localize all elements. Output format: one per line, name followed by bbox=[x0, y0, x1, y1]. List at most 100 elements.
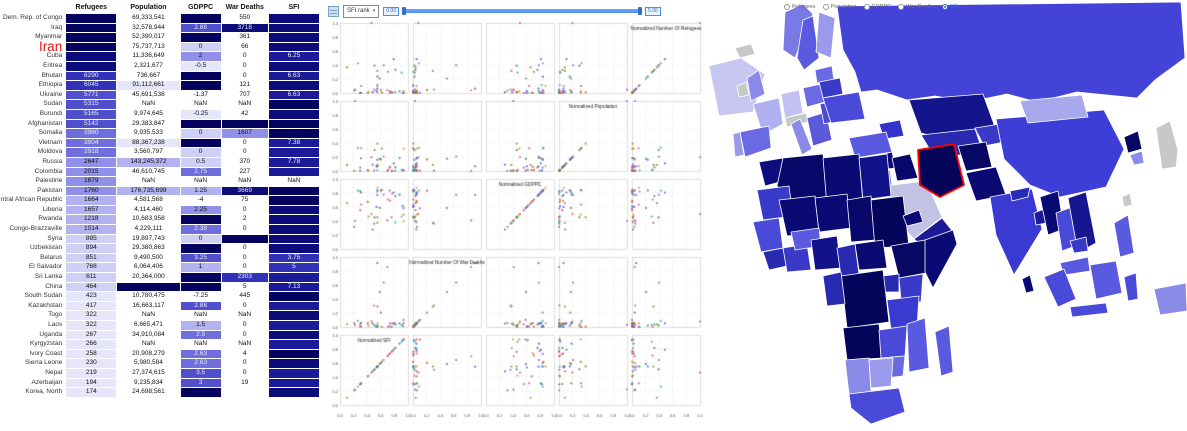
country-sudan[interactable] bbox=[870, 195, 910, 249]
country-zambia[interactable] bbox=[878, 325, 908, 359]
country-senegal[interactable] bbox=[752, 217, 784, 253]
country-mongolia[interactable] bbox=[1019, 94, 1089, 124]
country-sumatra[interactable] bbox=[1043, 268, 1077, 308]
table-row[interactable]: Iraq 32,578,944 2.88 3718 bbox=[1, 23, 319, 33]
country-nepal[interactable] bbox=[1009, 186, 1031, 202]
country-south-africa[interactable] bbox=[848, 387, 906, 425]
country-ireland[interactable] bbox=[736, 81, 750, 98]
country-iceland[interactable] bbox=[734, 43, 756, 59]
country-iraq[interactable] bbox=[891, 153, 919, 182]
col-header-sfi[interactable]: SFI bbox=[288, 4, 300, 11]
table-row[interactable]: Belarus 851 9,490,500 3.25 0 3.75 bbox=[1, 253, 319, 263]
table-row[interactable]: Kyrgyzstan 266 NaN NaN NaN bbox=[1, 340, 319, 349]
col-header-war-deaths[interactable]: War Deaths bbox=[225, 4, 264, 11]
table-row[interactable]: Central African Republic16644,581,568-47… bbox=[1, 196, 319, 205]
country-botswana[interactable] bbox=[868, 357, 894, 389]
scatterplot-matrix[interactable] bbox=[324, 20, 707, 428]
country-angola[interactable] bbox=[842, 323, 884, 361]
table-row[interactable]: Togo 322 NaN NaN NaN bbox=[1, 311, 319, 320]
country-philippines[interactable] bbox=[1113, 214, 1135, 258]
table-row[interactable]: Burundi 5165 9,974,645 -0.25 42 bbox=[1, 109, 319, 119]
country-germany[interactable] bbox=[780, 89, 804, 119]
table-row[interactable]: Iran 75,737,713 0 66 bbox=[1, 40, 319, 53]
table-row[interactable]: Russia 2647 143,245,372 0.5 370 7.78 bbox=[1, 157, 319, 167]
table-row[interactable]: Sudan 5315 NaN NaN NaN bbox=[1, 100, 319, 109]
country-borneo[interactable] bbox=[1089, 260, 1123, 300]
col-header-gdppc[interactable]: GDPPC bbox=[188, 4, 214, 11]
grid-icon[interactable] bbox=[328, 5, 339, 17]
country-sweden[interactable] bbox=[796, 15, 820, 71]
radio-refugees[interactable]: Refugees bbox=[784, 4, 816, 10]
country-china[interactable] bbox=[995, 109, 1125, 198]
radio-war-deaths[interactable]: War Deaths bbox=[898, 4, 935, 10]
table-row[interactable]: Korea, North 174 24,698,561 bbox=[1, 388, 319, 397]
country-finland[interactable] bbox=[815, 11, 836, 59]
table-row[interactable]: Eritrea 2,321,677 -0.5 0 bbox=[1, 61, 319, 71]
table-row[interactable]: Moldova 2918 3,560,797 0 0 bbox=[1, 148, 319, 157]
country-eritrea[interactable] bbox=[902, 209, 924, 227]
table-row[interactable]: Kazakhstan 417 16,663,117 2.88 0 bbox=[1, 301, 319, 311]
country-north-korea[interactable] bbox=[1123, 130, 1143, 154]
table-row[interactable]: Ethiopia 6045 91,112,661 121 bbox=[1, 81, 319, 90]
country-egypt[interactable] bbox=[858, 153, 892, 201]
country-mozambique[interactable] bbox=[906, 317, 930, 373]
table-row[interactable]: South Sudan 423 10,780,475 -7.25 445 bbox=[1, 292, 319, 301]
country-portugal[interactable] bbox=[732, 131, 745, 158]
table-row[interactable]: Uzbekistan 894 29,380,863 0 bbox=[1, 244, 319, 253]
country-somalia[interactable] bbox=[924, 229, 958, 289]
table-row[interactable]: Ivory Coast 258 20,908,279 2.63 4 bbox=[1, 349, 319, 359]
table-row[interactable]: Laos 322 6,665,471 1.5 0 bbox=[1, 321, 319, 330]
radio-sfi[interactable]: SFI bbox=[941, 4, 959, 10]
country-madagascar[interactable] bbox=[934, 325, 954, 377]
country-sri-lanka[interactable] bbox=[1021, 274, 1035, 294]
country-russia[interactable] bbox=[836, 1, 1186, 103]
radio-gdppc[interactable]: GDPPC bbox=[863, 4, 891, 10]
table-row[interactable]: Myanmar 52,390,017 361 bbox=[1, 33, 319, 42]
table-row[interactable]: Colombia 2015 46,610,745 2.75 227 bbox=[1, 167, 319, 177]
table-row[interactable]: Palestine 1879 NaN NaN NaN NaN bbox=[1, 177, 319, 186]
col-header-refugees[interactable]: Refugees bbox=[75, 4, 108, 11]
table-row[interactable]: Dem. Rep. of Congo 69,333,541 550 bbox=[1, 14, 319, 23]
table-row[interactable]: Sierra Leone 230 5,980,584 2.63 0 bbox=[1, 359, 319, 368]
country-iran[interactable] bbox=[917, 143, 965, 198]
world-choropleth-map[interactable] bbox=[707, 0, 1187, 431]
country-south-korea[interactable] bbox=[1129, 150, 1145, 166]
country-afghanistan[interactable] bbox=[957, 141, 993, 172]
country-sulawesi[interactable] bbox=[1123, 272, 1139, 302]
country-belarus[interactable] bbox=[818, 77, 844, 99]
table-row[interactable]: Cuba 11,336,649 2 0 6.25 bbox=[1, 52, 319, 61]
country-vietnam[interactable] bbox=[1067, 191, 1097, 254]
country-namibia[interactable] bbox=[844, 357, 872, 395]
table-row[interactable]: Rwanda 1218 10,683,958 2 bbox=[1, 215, 319, 225]
country-java[interactable] bbox=[1069, 302, 1109, 318]
country-uk[interactable] bbox=[746, 69, 766, 102]
table-row[interactable]: Nepal 219 27,374,615 3.5 0 bbox=[1, 368, 319, 378]
country-nigeria[interactable] bbox=[810, 235, 842, 271]
table-row[interactable]: China 464 5 7.13 bbox=[1, 282, 319, 292]
rank-dropdown[interactable]: SFI rank ▾ bbox=[343, 4, 380, 18]
table-row[interactable]: Congo-Brazzaville 1014 4,229,111 2.38 0 bbox=[1, 225, 319, 234]
table-row[interactable]: Liberia 1657 4,114,460 2.25 0 bbox=[1, 205, 319, 215]
table-row[interactable]: Afghanistan 5142 29,383,847 bbox=[1, 119, 319, 129]
radio-population[interactable]: Population bbox=[822, 4, 857, 10]
table-row[interactable]: Syria 895 19,897,743 0 bbox=[1, 234, 319, 244]
country-kenya[interactable] bbox=[898, 273, 924, 303]
country-car[interactable] bbox=[854, 239, 888, 271]
country-drc[interactable] bbox=[840, 269, 890, 329]
table-row[interactable]: Somalia 3980 9,935,533 0 1607 bbox=[1, 129, 319, 138]
country-ukraine[interactable] bbox=[822, 91, 866, 124]
table-row[interactable]: Pakistan 1760 176,735,699 1.25 3669 bbox=[1, 186, 319, 196]
country-india[interactable] bbox=[989, 188, 1043, 276]
table-row[interactable]: El Salvador 768 6,064,406 1 0 5 bbox=[1, 263, 319, 273]
country-congo[interactable] bbox=[822, 271, 846, 307]
country-spain[interactable] bbox=[739, 125, 772, 158]
country-italy[interactable] bbox=[790, 118, 813, 156]
table-row[interactable]: Uganda 267 34,910,084 2.5 0 bbox=[1, 330, 319, 340]
country-niger[interactable] bbox=[814, 193, 852, 233]
country-japan[interactable] bbox=[1155, 120, 1179, 170]
table-row[interactable]: Vietnam 3904 88,367,238 0 7.38 bbox=[1, 138, 319, 148]
country-cambodia[interactable] bbox=[1069, 236, 1089, 254]
country-france[interactable] bbox=[752, 97, 784, 136]
range-slider[interactable] bbox=[401, 7, 642, 15]
country-chad[interactable] bbox=[846, 195, 876, 243]
